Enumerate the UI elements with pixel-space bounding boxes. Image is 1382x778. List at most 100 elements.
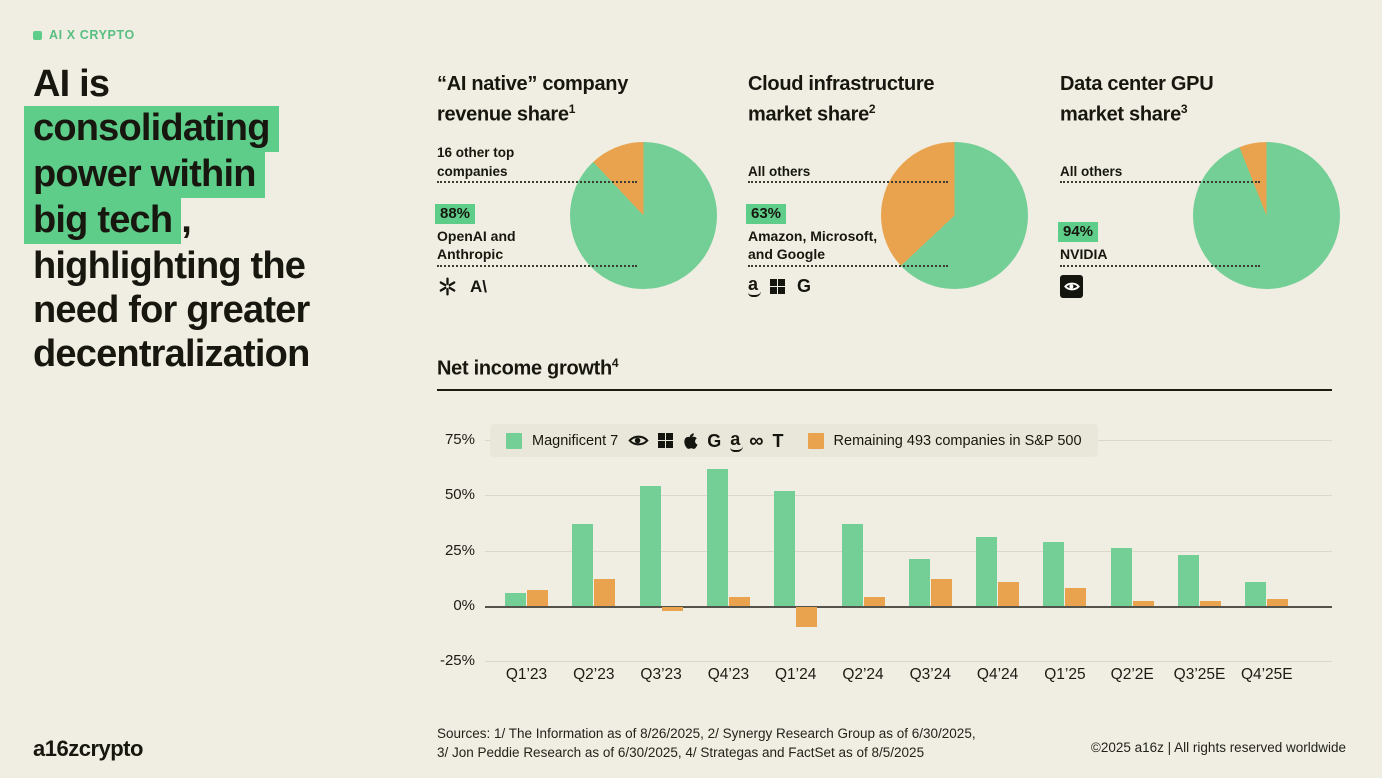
bar-sp500: [998, 581, 1020, 606]
microsoft-icon: [658, 433, 674, 448]
bar-chart-title-sup: 4: [611, 356, 619, 370]
bar-sp500: [1132, 601, 1154, 606]
bar-sp500: [863, 597, 885, 606]
legend-label-sp500: Remaining 493 companies in S&P 500: [833, 432, 1082, 449]
openai-icon: [437, 276, 458, 297]
sp500-swatch: [807, 432, 824, 449]
pie-chart: [570, 142, 717, 289]
bar-magnificent7: [774, 490, 796, 606]
bar-magnificent7: [706, 468, 728, 606]
bar-magnificent7: [1043, 541, 1065, 606]
pie-title-line1: Cloud infrastructure: [748, 73, 935, 95]
headline-suffix: ,: [181, 199, 192, 241]
x-axis-label: Q3’25E: [1173, 666, 1226, 683]
y-axis-label: -25%: [439, 652, 475, 670]
pie-share-block: 94% NVIDIA: [1058, 222, 1107, 263]
pie-title-line2: revenue share1: [437, 102, 576, 126]
category-tag: AI X CRYPTO: [33, 28, 135, 42]
bar-chart-title-text: Net income growth: [437, 357, 612, 380]
x-axis-label: Q1’24: [775, 666, 817, 683]
bar-sp500: [594, 579, 616, 606]
headline-text: need for greater: [33, 289, 310, 331]
x-axis-label: Q2’24: [842, 666, 884, 683]
pie-title-line2: market share3: [1060, 102, 1188, 126]
tag-square-icon: [33, 30, 42, 40]
pie-title: Cloud infrastructure market share2: [748, 72, 935, 128]
leader-line-bottom: [437, 265, 637, 267]
leader-line-top: [1060, 181, 1260, 183]
bar-magnificent7: [1245, 581, 1267, 606]
pie-other-label: All others: [1060, 164, 1123, 179]
bar-magnificent7: [908, 559, 930, 606]
x-axis-label: Q4’23: [707, 666, 750, 683]
gridline: [485, 495, 1332, 497]
magnificent7-swatch: [506, 432, 522, 449]
leader-line-top: [748, 181, 948, 183]
headline-text: AI is: [33, 63, 110, 105]
leader-line-bottom: [1060, 265, 1260, 267]
x-axis-label: Q1’25: [1044, 666, 1086, 683]
pie-share-block: 88% OpenAI and Anthropic: [435, 204, 516, 263]
share-percentage: 94%: [1058, 222, 1099, 242]
leader-line-bottom: [748, 265, 948, 267]
bar-sp500: [1200, 601, 1221, 606]
x-axis-label: Q2’2E: [1110, 666, 1154, 683]
pie-company-icons: [1060, 272, 1083, 300]
nvidia-badge-icon: [1060, 274, 1083, 298]
meta-icon: ∞: [749, 429, 764, 452]
share-percentage: 63%: [746, 204, 787, 224]
amazon-icon: a: [748, 275, 762, 297]
headline-line-7: decentralization: [33, 332, 433, 376]
pie-title: “AI native” company revenue share1: [437, 72, 628, 128]
x-axis-label: Q3’23: [640, 666, 682, 683]
bar-chart-title: Net income growth4: [437, 356, 1332, 381]
nvidia-icon: [628, 433, 649, 448]
title-underline: [437, 389, 1332, 391]
headline-text: big tech: [24, 198, 182, 244]
pie-title: Data center GPU market share3: [1060, 72, 1214, 128]
pie-title-line1: “AI native” company: [437, 73, 629, 95]
y-axis-label: 50%: [444, 486, 475, 504]
bar-sp500: [1267, 599, 1289, 606]
headline-line-3: power within: [24, 152, 433, 198]
tesla-icon: T: [772, 430, 784, 451]
headline-line-5: highlighting the: [33, 244, 433, 288]
microsoft-icon: [770, 278, 786, 294]
anthropic-icon: A\: [470, 276, 487, 296]
bar-magnificent7: [572, 524, 594, 606]
y-axis-label: 75%: [444, 431, 475, 448]
copyright-text: ©2025 a16z | All rights reserved worldwi…: [1090, 740, 1346, 755]
tag-label: AI X CRYPTO: [49, 28, 135, 42]
bar-magnificent7: [1178, 555, 1199, 606]
headline-line-1: AI is: [33, 62, 433, 106]
pie-chart: [1193, 142, 1340, 289]
gridline: [485, 661, 1332, 663]
headline-text: consolidating: [24, 106, 279, 152]
amazon-icon: a: [730, 430, 744, 452]
sources-line-2: 3/ Jon Peddie Research as of 6/30/2025, …: [437, 745, 925, 760]
google-icon: G: [707, 430, 722, 451]
bar-sp500: [1065, 588, 1087, 606]
leader-line-top: [437, 181, 637, 183]
sources-line-1: Sources: 1/ The Information as of 8/26/2…: [437, 726, 976, 741]
y-axis-label: 0%: [453, 596, 475, 614]
gridline: [485, 550, 1332, 552]
bar-magnificent7: [1110, 548, 1132, 606]
legend-label-magnificent7: Magnificent 7: [532, 432, 619, 449]
bar-magnificent7: [505, 592, 526, 606]
headline: AI is consolidating power within big tech, h…: [24, 62, 433, 376]
pie-title-line1: Data center GPU: [1060, 73, 1214, 95]
bar-chart-section: Net income growth4: [437, 356, 1332, 391]
pie-column-1: “AI native” company revenue share1 16 othe…: [435, 72, 737, 307]
headline-line-2: consolidating: [24, 106, 433, 152]
bar-magnificent7: [841, 524, 863, 606]
headline-text: power within: [24, 152, 265, 198]
bar-magnificent7: [639, 486, 661, 606]
headline-text: highlighting the: [33, 245, 306, 287]
headline-line-4: big tech,: [24, 198, 433, 244]
google-icon: G: [797, 276, 812, 296]
pie-column-3: Data center GPU market share3 All others 94…: [1058, 72, 1360, 307]
pie-other-label: All others: [748, 164, 811, 179]
